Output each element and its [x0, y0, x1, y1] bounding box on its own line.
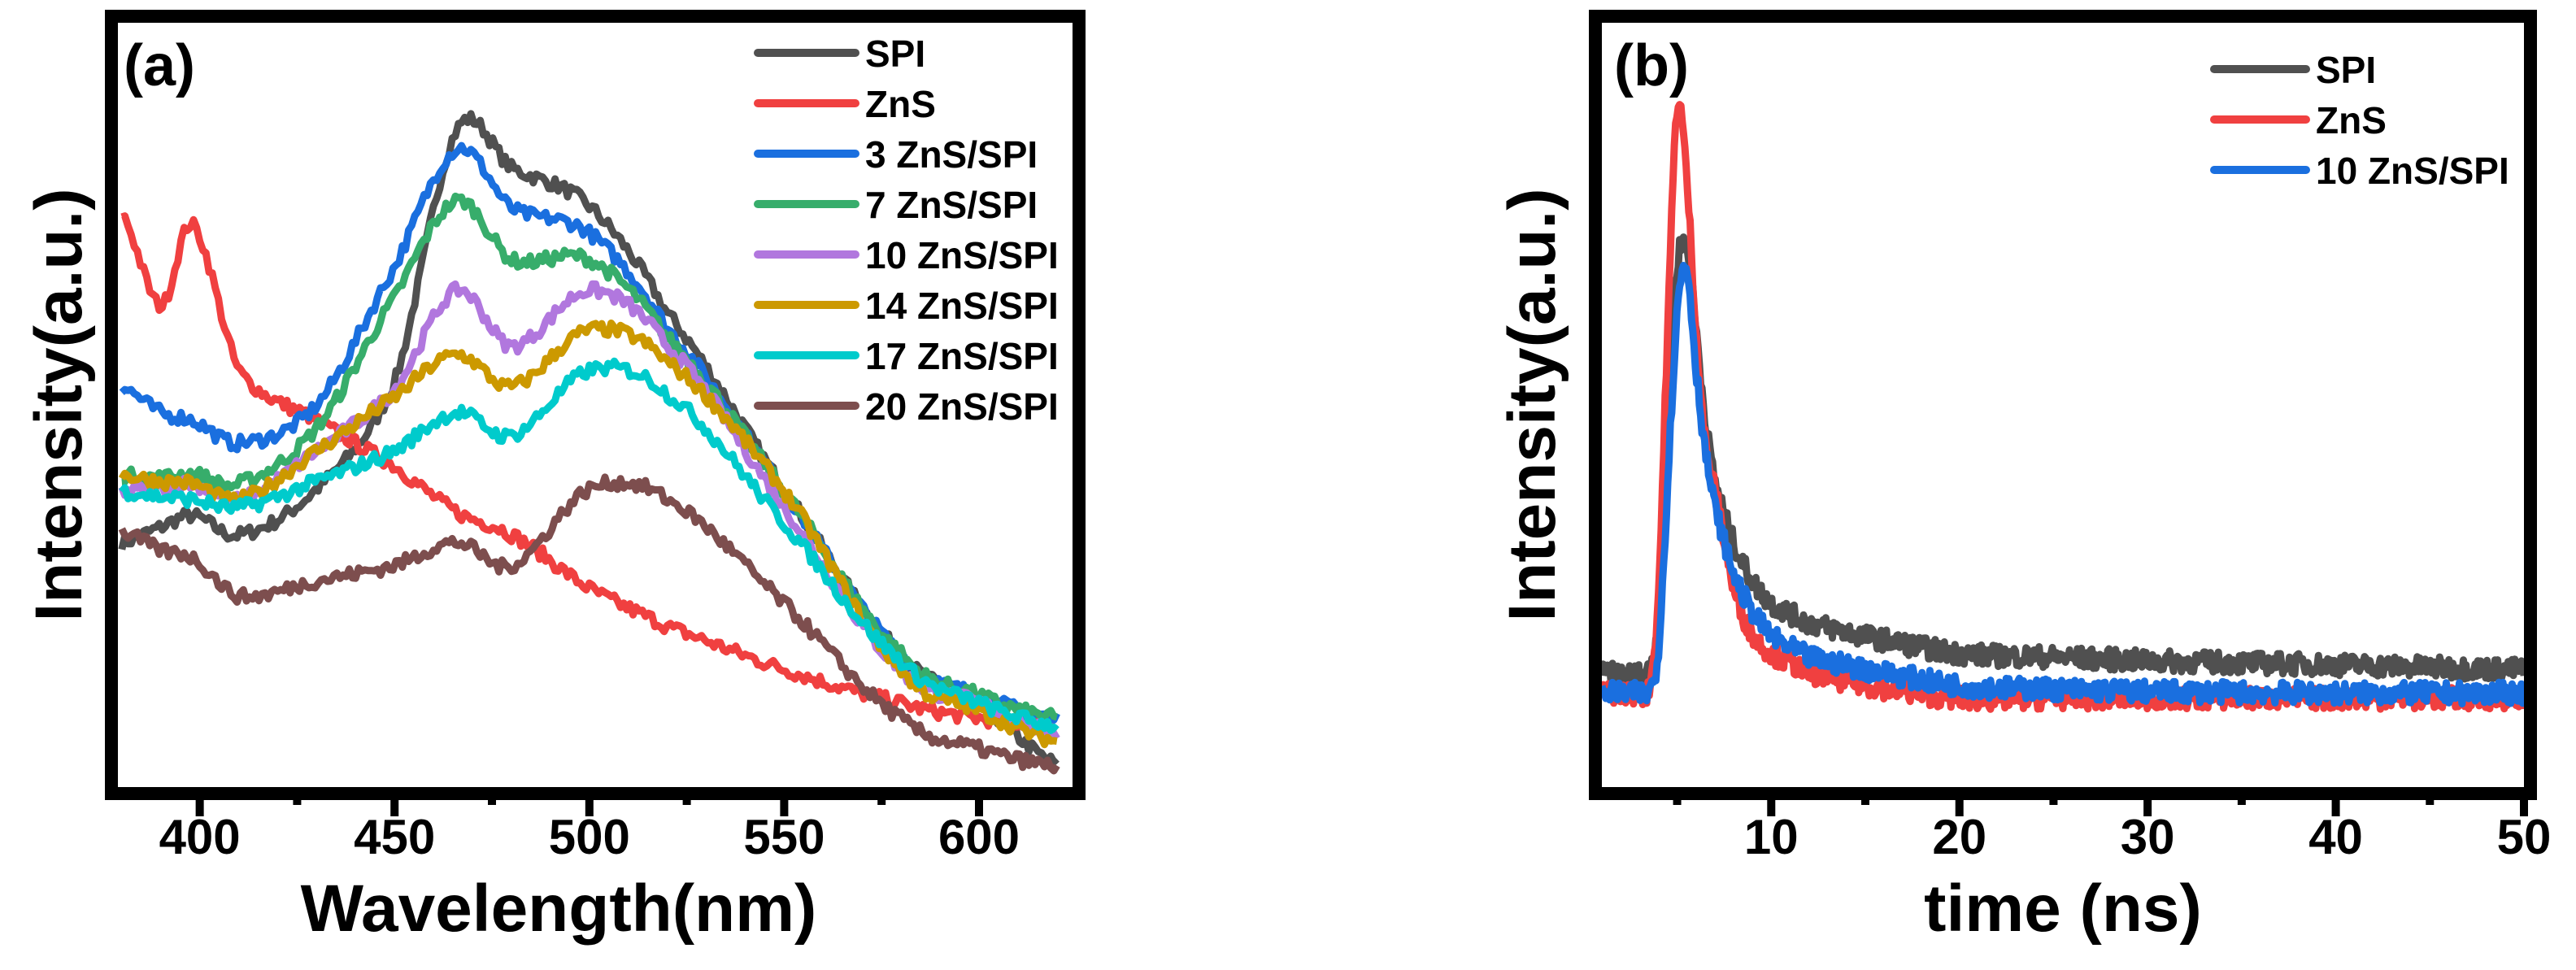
panel-b-series: [1602, 101, 2524, 713]
panel-a-series: [118, 110, 1060, 775]
legend-label: 10 ZnS/SPI: [865, 234, 1059, 276]
x-tick-label: 600: [938, 810, 1020, 864]
panel-a-label: (a): [124, 33, 195, 98]
series-line-7-zns-spi: [121, 192, 1058, 723]
x-tick-label: 40: [2308, 810, 2363, 864]
panel-b-xlabel: time (ns): [1924, 872, 2202, 946]
series-line-17-zns-spi: [119, 357, 1060, 734]
x-tick-label: 500: [549, 810, 630, 864]
series-line-3-zns-spi: [119, 141, 1060, 724]
panel-b-ylabel: Intensity(a.u.): [1495, 188, 1569, 621]
legend-label: 20 ZnS/SPI: [865, 385, 1059, 428]
legend-label: SPI: [2316, 49, 2376, 91]
legend-label: 14 ZnS/SPI: [865, 285, 1059, 327]
panel-b-xticks: 10 20 30 40 50: [1673, 794, 2552, 864]
series-line-20-zns-spi: [118, 473, 1060, 775]
series-line-zns: [1602, 101, 2524, 713]
legend-label: SPI: [865, 33, 925, 75]
x-tick-label: 10: [1744, 810, 1799, 864]
panel-a-legend: SPI ZnS 3 ZnS/SPI 7 ZnS/SPI 10 ZnS/SPI 14 ZnS…: [754, 33, 1059, 428]
panel-a-wavelength-spectra: 400 450 500 550 600 (a) Wavelength(nm) Inten…: [22, 10, 1086, 946]
x-tick-label: 30: [2121, 810, 2175, 864]
x-tick-label: 20: [1932, 810, 1986, 864]
series-line-zns: [120, 212, 1058, 735]
panel-a-xticks: 400 450 500 550 600: [159, 794, 1020, 864]
series-line-spi: [1602, 233, 2524, 689]
panel-b-label: (b): [1614, 33, 1689, 98]
panel-a-frame: [105, 10, 1086, 800]
legend-label: ZnS: [2316, 99, 2387, 141]
panel-a-ylabel: Intensity(a.u.): [22, 188, 96, 621]
x-tick-label: 50: [2497, 810, 2552, 864]
legend-label: 3 ZnS/SPI: [865, 133, 1038, 176]
legend-label: 17 ZnS/SPI: [865, 335, 1059, 377]
legend-label: 10 ZnS/SPI: [2316, 150, 2509, 192]
panel-b-frame: [1589, 10, 2537, 800]
x-tick-label: 450: [354, 810, 435, 864]
x-tick-label: 550: [743, 810, 825, 864]
series-line-14-zns-spi: [118, 320, 1058, 749]
legend-label: ZnS: [865, 83, 936, 125]
x-tick-label: 400: [159, 810, 241, 864]
series-line-10-zns-spi: [1602, 262, 2524, 707]
panel-b-time-decay: 10 20 30 40 50 (b) time (ns) Intensity(a.u.)…: [1495, 10, 2552, 946]
legend-label: 7 ZnS/SPI: [865, 184, 1038, 226]
panel-a-xlabel: Wavelength(nm): [301, 872, 817, 946]
panel-b-legend: SPI ZnS 10 ZnS/SPI: [2210, 49, 2509, 192]
